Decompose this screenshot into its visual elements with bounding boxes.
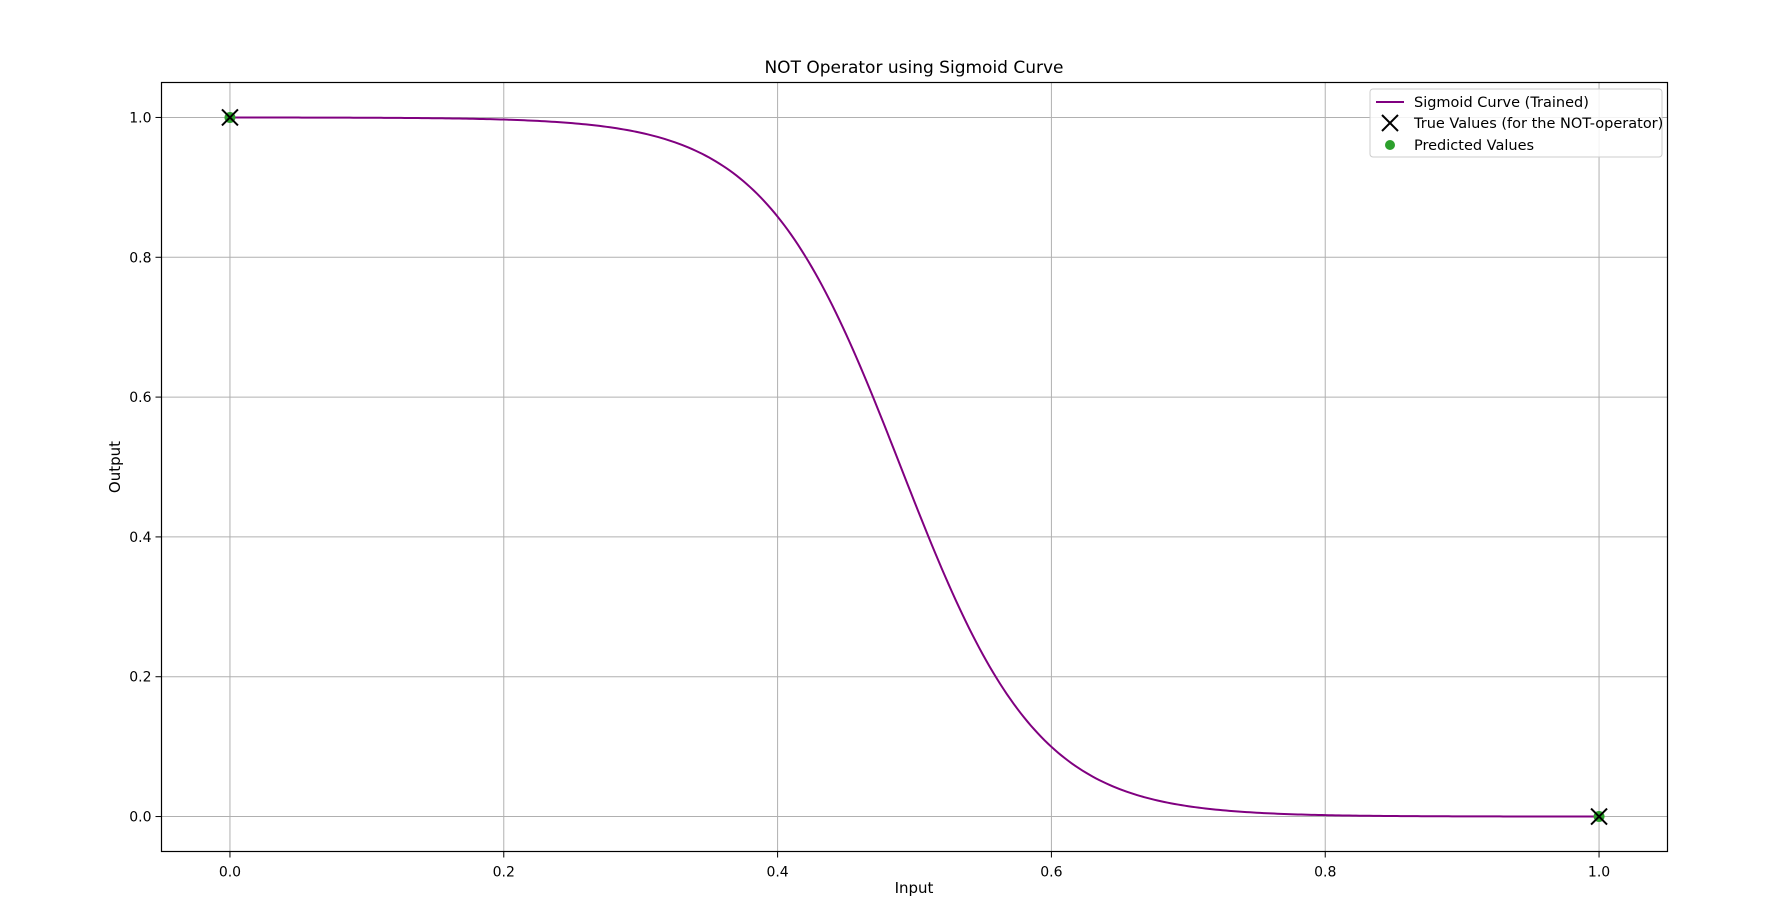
x-axis-label: Input <box>895 879 934 897</box>
y-tick-label: 0.4 <box>129 530 151 546</box>
y-tick-label: 0.6 <box>129 390 151 406</box>
legend-circle-marker <box>1385 140 1395 150</box>
legend: Sigmoid Curve (Trained) True Values (for… <box>1369 88 1663 158</box>
legend-box <box>1369 88 1663 158</box>
sigmoid-curve <box>229 116 1600 818</box>
x-tick-label: 0.2 <box>493 865 515 881</box>
legend-label-sigmoid: Sigmoid Curve (Trained) <box>1414 95 1589 111</box>
y-tick-label: 0.8 <box>129 250 151 266</box>
y-axis-label: Output <box>106 441 124 493</box>
x-tick-label: 0.8 <box>1314 865 1336 881</box>
plot-frame <box>160 81 1669 853</box>
x-tick-label: 0.6 <box>1040 865 1062 881</box>
curve-layer <box>229 116 1600 818</box>
y-tick-label: 0.0 <box>129 810 151 826</box>
y-tick-label: 1.0 <box>129 110 151 126</box>
y-axis: 0.0 0.2 0.4 0.6 0.8 1.0 <box>129 110 162 826</box>
true-value-point <box>1590 807 1608 826</box>
legend-label-predicted: Predicted Values <box>1414 138 1534 154</box>
x-axis: 0.0 0.2 0.4 0.6 0.8 1.0 <box>219 851 1610 881</box>
true-value-stroke <box>221 108 239 127</box>
legend-x-marker <box>1381 114 1399 132</box>
true-value-stroke <box>1590 807 1608 826</box>
legend-label-true-values: True Values (for the NOT-operator) <box>1413 116 1663 132</box>
y-tick-label: 0.2 <box>129 670 151 686</box>
x-tick-label: 1.0 <box>1588 865 1610 881</box>
marker-layer <box>221 108 1608 826</box>
chart-title: NOT Operator using Sigmoid Curve <box>764 58 1063 78</box>
x-tick-label: 0.4 <box>766 865 788 881</box>
x-tick-label: 0.0 <box>219 865 241 881</box>
true-value-point <box>221 108 239 127</box>
